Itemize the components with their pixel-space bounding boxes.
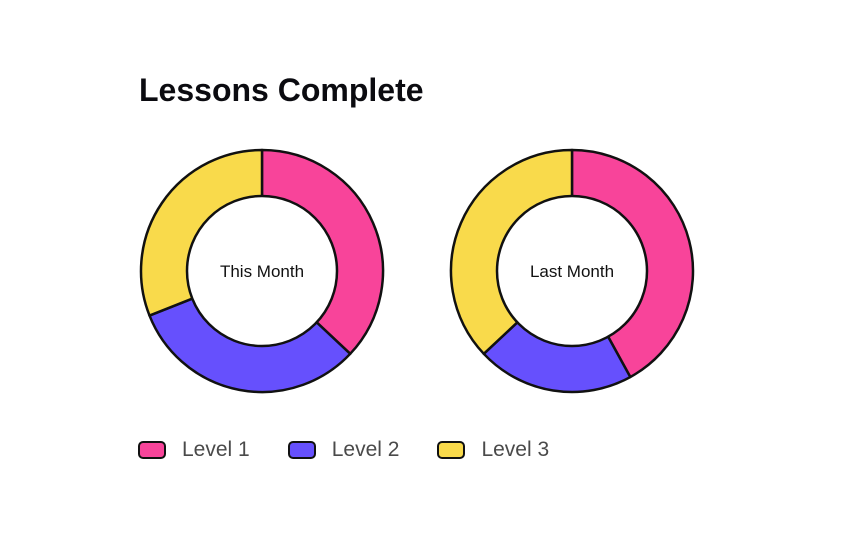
donut-center-label: This Month	[220, 262, 304, 281]
chart-legend: Level 1 Level 2 Level 3	[138, 438, 587, 462]
donut-svg-this-month: This Month	[139, 148, 385, 394]
chart-title: Lessons Complete	[139, 72, 424, 108]
donut-svg-last-month: Last Month	[449, 148, 695, 394]
legend-swatch	[437, 441, 466, 459]
legend-item-level-1: Level 1	[138, 438, 250, 462]
donut-center-label: Last Month	[530, 262, 614, 281]
legend-label: Level 3	[481, 438, 550, 461]
donut-chart-this-month: This Month	[139, 148, 385, 394]
donut-hole	[495, 194, 649, 348]
legend-item-level-2: Level 2	[287, 438, 400, 462]
legend-swatch	[287, 441, 316, 459]
legend-item-level-3: Level 3	[437, 438, 549, 462]
donut-hole	[185, 194, 339, 348]
legend-label: Level 2	[331, 438, 400, 461]
donut-chart-last-month: Last Month	[449, 148, 695, 394]
legend-label: Level 1	[182, 438, 250, 461]
legend-swatch	[138, 441, 166, 459]
